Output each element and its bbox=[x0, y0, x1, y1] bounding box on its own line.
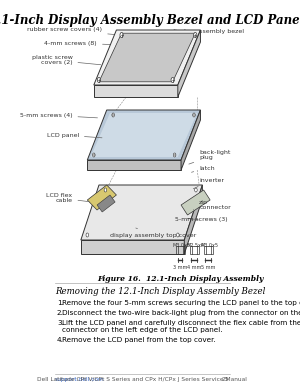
Circle shape bbox=[120, 33, 123, 38]
Text: 25: 25 bbox=[222, 377, 230, 382]
Text: 3.: 3. bbox=[57, 320, 64, 326]
Text: LCD flex
cable: LCD flex cable bbox=[46, 192, 89, 203]
Text: 4 mm: 4 mm bbox=[187, 265, 201, 270]
Text: support.dell.com: support.dell.com bbox=[55, 377, 105, 382]
Circle shape bbox=[97, 78, 100, 83]
Text: Remove the LCD panel from the top cover.: Remove the LCD panel from the top cover. bbox=[62, 337, 216, 343]
Text: M3.0x3: M3.0x3 bbox=[172, 243, 190, 248]
Text: M2.5x4: M2.5x4 bbox=[186, 243, 204, 248]
Polygon shape bbox=[87, 110, 200, 160]
Polygon shape bbox=[178, 30, 200, 97]
Text: Lift the LCD panel and carefully disconnect the flex cable from the: Lift the LCD panel and carefully disconn… bbox=[62, 320, 300, 326]
Polygon shape bbox=[94, 30, 200, 85]
Bar bbox=[190, 246, 199, 254]
Text: back-light
plug: back-light plug bbox=[189, 150, 230, 164]
Text: display assembly top cover: display assembly top cover bbox=[110, 228, 196, 237]
Text: M3.0x5: M3.0x5 bbox=[200, 243, 218, 248]
Text: 4-mm screws (8): 4-mm screws (8) bbox=[44, 40, 120, 45]
Polygon shape bbox=[81, 240, 184, 254]
Circle shape bbox=[173, 153, 176, 157]
Text: 2.: 2. bbox=[57, 310, 64, 316]
Circle shape bbox=[194, 33, 197, 38]
Polygon shape bbox=[91, 113, 197, 157]
Text: 5 mm: 5 mm bbox=[201, 265, 215, 270]
Circle shape bbox=[176, 233, 179, 237]
Polygon shape bbox=[99, 33, 195, 82]
Polygon shape bbox=[87, 185, 116, 210]
Text: 1.: 1. bbox=[57, 300, 64, 306]
Polygon shape bbox=[97, 195, 115, 212]
Polygon shape bbox=[87, 160, 181, 170]
Text: 12.1-Inch Display Assembly Bezel and LCD Panel: 12.1-Inch Display Assembly Bezel and LCD… bbox=[0, 14, 300, 27]
Polygon shape bbox=[184, 185, 202, 254]
Bar bbox=[204, 246, 213, 254]
Text: LCD panel: LCD panel bbox=[47, 132, 102, 138]
Text: Remove the four 5-mm screws securing the LCD panel to the top cover.: Remove the four 5-mm screws securing the… bbox=[62, 300, 300, 306]
Circle shape bbox=[171, 78, 174, 83]
Polygon shape bbox=[81, 185, 202, 240]
Text: zip
connector: zip connector bbox=[194, 199, 231, 210]
Text: 5-mm screws (3): 5-mm screws (3) bbox=[175, 218, 227, 222]
Circle shape bbox=[86, 233, 88, 237]
Text: 4.: 4. bbox=[57, 337, 64, 343]
Bar bbox=[176, 246, 185, 254]
Circle shape bbox=[193, 113, 195, 117]
Polygon shape bbox=[181, 110, 200, 170]
Text: 3 mm: 3 mm bbox=[172, 265, 187, 270]
Text: 5-mm screws (4): 5-mm screws (4) bbox=[20, 113, 98, 118]
Text: Removing the 12.1-Inch Display Assembly Bezel: Removing the 12.1-Inch Display Assembly … bbox=[55, 287, 266, 296]
Polygon shape bbox=[94, 85, 178, 97]
Text: connector on the left edge of the LCD panel.: connector on the left edge of the LCD pa… bbox=[62, 327, 223, 333]
Text: Disconnect the two-wire back-light plug from the connector on the inverter.: Disconnect the two-wire back-light plug … bbox=[62, 310, 300, 316]
Text: rubber screw covers (4): rubber screw covers (4) bbox=[27, 28, 117, 35]
Circle shape bbox=[112, 113, 115, 117]
Text: Dell Latitude CPt V/CPt S Series and CPx H/CPx J Series Service Manual: Dell Latitude CPt V/CPt S Series and CPx… bbox=[37, 377, 247, 382]
Text: plastic screw
covers (2): plastic screw covers (2) bbox=[32, 55, 101, 66]
Circle shape bbox=[195, 188, 197, 192]
Circle shape bbox=[104, 188, 107, 192]
Text: display assembly bezel: display assembly bezel bbox=[155, 29, 244, 35]
Text: Figure 16.  12.1-Inch Display Assembly: Figure 16. 12.1-Inch Display Assembly bbox=[97, 275, 263, 283]
Circle shape bbox=[92, 153, 95, 157]
Polygon shape bbox=[181, 190, 210, 215]
Text: inverter: inverter bbox=[193, 177, 224, 189]
Text: latch: latch bbox=[191, 166, 215, 172]
